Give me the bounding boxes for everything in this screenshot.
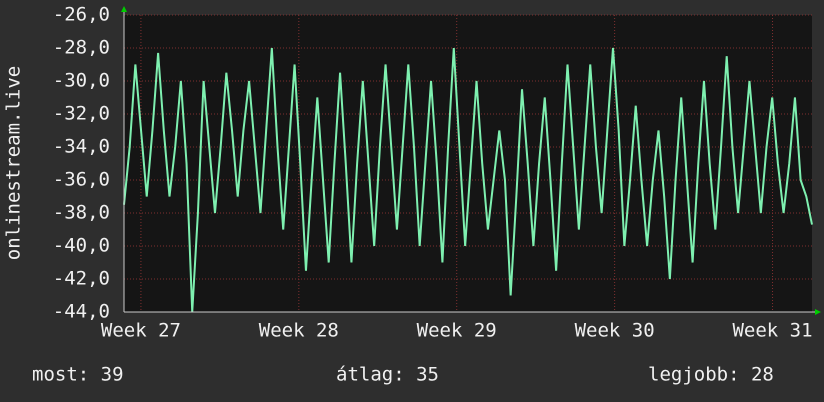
x-tick-label: Week 29 bbox=[417, 320, 497, 342]
x-tick-label: Week 31 bbox=[732, 320, 812, 342]
y-tick-label: -40,0 bbox=[53, 235, 110, 257]
y-tick-label: -26,0 bbox=[53, 4, 110, 26]
footer-average: átlag: 35 bbox=[336, 364, 439, 386]
y-tick-label: -30,0 bbox=[53, 70, 110, 92]
y-tick-label: -34,0 bbox=[53, 136, 110, 158]
x-tick-label: Week 27 bbox=[101, 320, 181, 342]
axis-arrow bbox=[121, 6, 127, 12]
y-tick-label: -36,0 bbox=[53, 169, 110, 191]
axis-arrow bbox=[815, 309, 821, 315]
y-tick-label: -32,0 bbox=[53, 103, 110, 125]
y-tick-label: -28,0 bbox=[53, 37, 110, 59]
y-tick-label: -44,0 bbox=[53, 301, 110, 323]
y-tick-label: -42,0 bbox=[53, 268, 110, 290]
y-axis-label: onlinestream.live bbox=[3, 66, 25, 260]
footer-current: most: 39 bbox=[32, 364, 124, 386]
x-tick-label: Week 30 bbox=[575, 320, 655, 342]
x-tick-label: Week 28 bbox=[259, 320, 339, 342]
y-tick-label: -38,0 bbox=[53, 202, 110, 224]
data-line bbox=[123, 47, 813, 313]
footer-best: legjobb: 28 bbox=[648, 364, 774, 386]
